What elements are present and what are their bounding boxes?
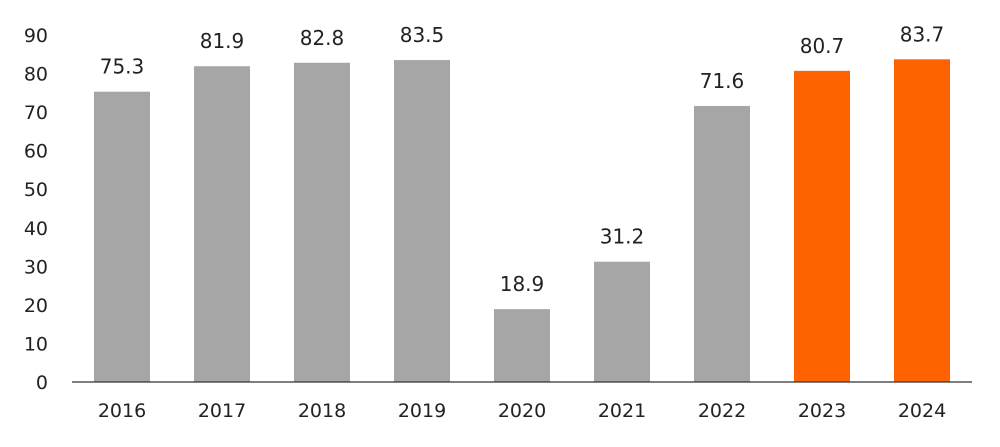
x-tick-label-2024: 2024	[898, 400, 946, 422]
bar-2021	[594, 261, 650, 382]
data-label-2024: 83.7	[900, 22, 945, 46]
bar-2020	[494, 309, 550, 382]
data-label-2016: 75.3	[100, 55, 145, 79]
bar-2022	[694, 105, 750, 382]
x-tick-label-2022: 2022	[698, 400, 746, 422]
y-axis-ticks: 0 10 20 30 40 50 60 70 80 90	[24, 25, 48, 394]
bar-2017	[194, 66, 250, 382]
data-label-2021: 31.2	[600, 225, 645, 249]
y-tick-label: 40	[24, 218, 48, 240]
x-tick-label-2020: 2020	[498, 400, 546, 422]
x-tick-label-2018: 2018	[298, 400, 346, 422]
data-label-2018: 82.8	[300, 26, 345, 50]
x-tick-label-2023: 2023	[798, 400, 846, 422]
bar-2019	[394, 60, 450, 383]
data-label-2017: 81.9	[200, 29, 245, 53]
y-tick-label: 50	[24, 179, 48, 201]
y-tick-label: 70	[24, 102, 48, 124]
y-tick-label: 20	[24, 295, 48, 317]
y-tick-label: 90	[24, 25, 48, 47]
data-label-2023: 80.7	[800, 34, 845, 58]
bar-2018	[294, 62, 350, 382]
bar-2023	[794, 70, 850, 383]
data-label-2020: 18.9	[500, 272, 545, 296]
y-tick-label: 30	[24, 256, 48, 278]
x-tick-label-2019: 2019	[398, 400, 446, 422]
x-tick-label-2017: 2017	[198, 400, 246, 422]
data-label-2019: 83.5	[400, 23, 445, 47]
y-tick-label: 0	[36, 372, 48, 394]
data-label-2022: 71.6	[700, 69, 745, 93]
x-tick-label-2016: 2016	[98, 400, 146, 422]
bar-2024	[894, 59, 950, 382]
y-tick-label: 10	[24, 333, 48, 355]
x-axis-ticks: 2016 2017 2018 2019 2020 2021 2022 2023 2024	[98, 400, 946, 422]
x-tick-label-2021: 2021	[598, 400, 646, 422]
y-tick-label: 60	[24, 141, 48, 163]
data-labels: 75.3 81.9 82.8 83.5 18.9 31.2 71.6 80.7 83.7	[100, 22, 945, 296]
bars	[94, 59, 950, 383]
y-tick-label: 80	[24, 64, 48, 86]
bar-2016	[94, 91, 150, 382]
